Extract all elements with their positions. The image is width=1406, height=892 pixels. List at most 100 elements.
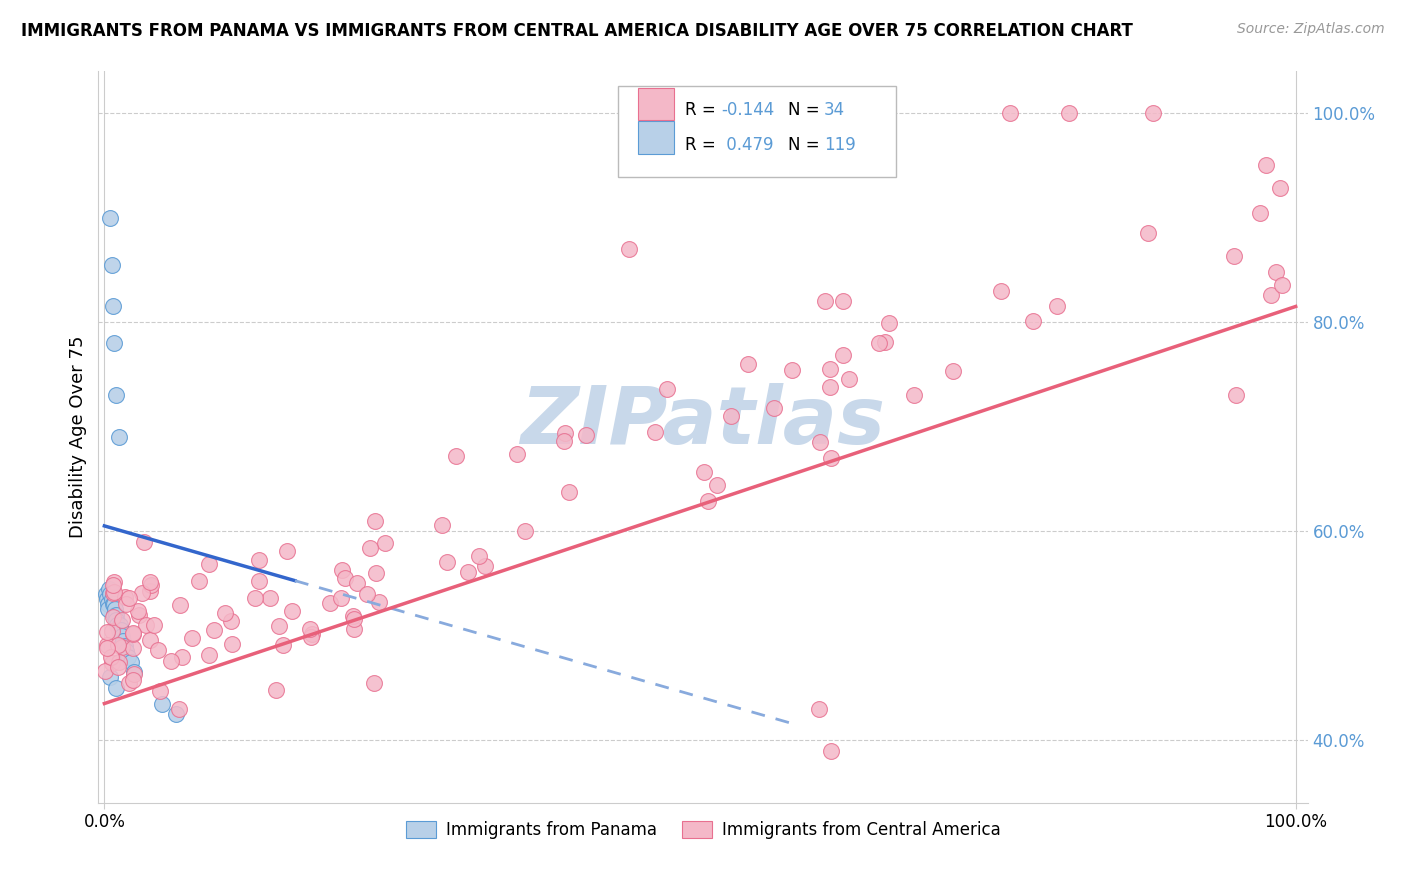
Point — [148, 642, 170, 657]
Point — [1136, 226, 1159, 240]
Point — [94, 587, 117, 601]
Point — [108, 655, 131, 669]
Point — [138, 633, 160, 648]
Point — [117, 649, 139, 664]
Text: ZIPatlas: ZIPatlas — [520, 384, 886, 461]
Point — [198, 648, 221, 662]
Point — [301, 626, 323, 640]
Point — [122, 673, 145, 688]
Point — [138, 583, 160, 598]
Point — [363, 675, 385, 690]
Point — [468, 549, 491, 563]
Point — [219, 614, 242, 628]
Point — [506, 447, 529, 461]
Point — [299, 622, 322, 636]
Point — [94, 665, 117, 679]
Point — [818, 380, 841, 394]
Text: 0.479: 0.479 — [721, 136, 773, 153]
Point — [868, 336, 890, 351]
Point — [101, 578, 124, 592]
Point — [737, 357, 759, 371]
Point — [198, 558, 221, 572]
Point — [131, 585, 153, 599]
Point — [111, 640, 134, 654]
Point — [122, 665, 145, 680]
Point — [617, 242, 640, 256]
Point — [554, 425, 576, 440]
Point — [101, 610, 124, 624]
Point — [346, 575, 368, 590]
Text: Source: ZipAtlas.com: Source: ZipAtlas.com — [1237, 22, 1385, 37]
Point — [187, 574, 209, 588]
Point — [135, 618, 157, 632]
Point — [118, 676, 141, 690]
Point — [269, 619, 291, 633]
Point — [820, 450, 842, 465]
Text: N =: N = — [787, 101, 820, 120]
Point — [122, 667, 145, 681]
Point — [101, 656, 124, 670]
Point — [105, 607, 128, 622]
Point — [122, 641, 145, 656]
Point — [107, 430, 129, 444]
Point — [105, 613, 128, 627]
Point — [96, 592, 118, 607]
FancyBboxPatch shape — [638, 87, 673, 120]
Point — [221, 637, 243, 651]
Point — [333, 571, 356, 585]
Point — [127, 604, 149, 618]
Point — [271, 638, 294, 652]
Point — [100, 258, 122, 272]
Point — [343, 623, 366, 637]
Text: R =: R = — [685, 136, 716, 153]
Point — [108, 618, 131, 632]
Point — [103, 574, 125, 589]
Point — [808, 106, 831, 120]
Point — [814, 294, 837, 309]
Point — [128, 607, 150, 622]
Point — [281, 604, 304, 618]
Point — [107, 618, 129, 632]
Y-axis label: Disability Age Over 75: Disability Age Over 75 — [69, 335, 87, 539]
Point — [1223, 249, 1246, 263]
Point — [366, 566, 388, 581]
Point — [1225, 388, 1247, 402]
Point — [655, 382, 678, 396]
Point — [103, 607, 125, 622]
Point — [1059, 106, 1081, 120]
Point — [103, 336, 125, 351]
Point — [557, 485, 579, 500]
Point — [831, 348, 853, 362]
Point — [98, 587, 121, 601]
Point — [132, 534, 155, 549]
Point — [474, 559, 496, 574]
Point — [122, 626, 145, 640]
Point — [374, 536, 396, 550]
FancyBboxPatch shape — [619, 86, 897, 178]
Point — [330, 591, 353, 606]
Point — [149, 684, 172, 698]
Point — [832, 294, 855, 309]
Point — [112, 633, 135, 648]
Point — [780, 363, 803, 377]
Point — [1254, 158, 1277, 172]
Point — [150, 697, 173, 711]
Point — [877, 316, 900, 330]
Point — [118, 591, 141, 605]
Point — [165, 706, 187, 721]
Point — [169, 599, 191, 613]
Text: IMMIGRANTS FROM PANAMA VS IMMIGRANTS FROM CENTRAL AMERICA DISABILITY AGE OVER 75: IMMIGRANTS FROM PANAMA VS IMMIGRANTS FRO… — [21, 22, 1133, 40]
Point — [364, 514, 387, 528]
Point — [101, 586, 124, 600]
Point — [111, 629, 134, 643]
Point — [762, 401, 785, 415]
Point — [202, 623, 225, 637]
Text: -0.144: -0.144 — [721, 101, 775, 120]
Point — [96, 624, 118, 639]
Point — [343, 612, 366, 626]
Point — [214, 607, 236, 621]
Point — [513, 524, 536, 538]
Point — [1142, 106, 1164, 120]
Point — [808, 702, 831, 716]
Point — [101, 624, 124, 638]
